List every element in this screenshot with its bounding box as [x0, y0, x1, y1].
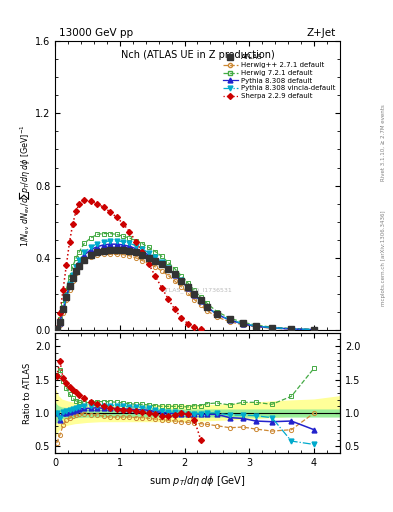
Text: Nch (ATLAS UE in Z production): Nch (ATLAS UE in Z production) — [121, 50, 274, 59]
Text: mcplots.cern.ch [arXiv:1306.3436]: mcplots.cern.ch [arXiv:1306.3436] — [381, 210, 386, 306]
Y-axis label: Ratio to ATLAS: Ratio to ATLAS — [23, 362, 32, 423]
Text: Rivet 3.1.10, ≥ 2.7M events: Rivet 3.1.10, ≥ 2.7M events — [381, 104, 386, 181]
Text: Z+Jet: Z+Jet — [307, 28, 336, 38]
Y-axis label: $1/N_{\mathregular{ev}}\ dN_{\mathregular{ev}}/d\!\sum\! p_T/d\eta\, d\phi\ [\ma: $1/N_{\mathregular{ev}}\ dN_{\mathregula… — [18, 124, 32, 247]
X-axis label: sum $p_T/d\eta\, d\phi$ [GeV]: sum $p_T/d\eta\, d\phi$ [GeV] — [149, 474, 246, 487]
Text: 13000 GeV pp: 13000 GeV pp — [59, 28, 133, 38]
Legend: ATLAS, Herwig++ 2.7.1 default, Herwig 7.2.1 default, Pythia 8.308 default, Pythi: ATLAS, Herwig++ 2.7.1 default, Herwig 7.… — [221, 53, 336, 100]
Text: ATLAS_2019_I1736531: ATLAS_2019_I1736531 — [162, 287, 233, 292]
